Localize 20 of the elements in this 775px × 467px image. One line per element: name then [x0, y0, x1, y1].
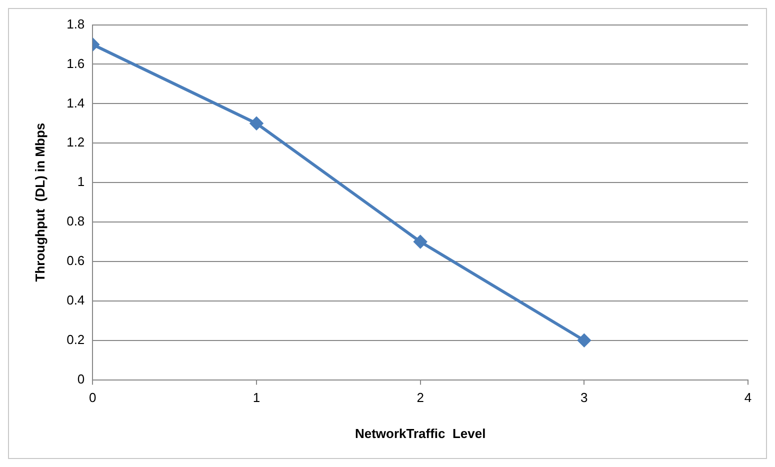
point [578, 334, 591, 347]
y-tick-label: 0.8 [66, 214, 85, 229]
y-tick-label: 0.4 [66, 292, 85, 308]
y-tick-label: 1.2 [66, 134, 85, 150]
y-tick-label: 0.2 [66, 332, 85, 347]
y-tick-label: 1.4 [66, 95, 85, 110]
x-tick-label: 0 [89, 390, 96, 406]
x-tick-label: 3 [580, 390, 588, 406]
x-tick-label: 4 [744, 390, 752, 406]
x-axis-title: NetworkTraffic Level [354, 426, 486, 441]
x-tick-label: 2 [416, 390, 424, 406]
y-axis-title: Throughput (DL) in Mbps [32, 122, 48, 282]
x-tick-label: 1 [252, 390, 260, 406]
point [414, 235, 427, 248]
point [250, 116, 264, 130]
y-tick-label: 1.8 [66, 16, 85, 32]
y-tick-label: 0.6 [66, 253, 85, 268]
y-tick-label: 1 [77, 174, 85, 190]
y-tick-label: 0 [77, 371, 85, 386]
y-tick-label: 1.6 [66, 56, 85, 71]
